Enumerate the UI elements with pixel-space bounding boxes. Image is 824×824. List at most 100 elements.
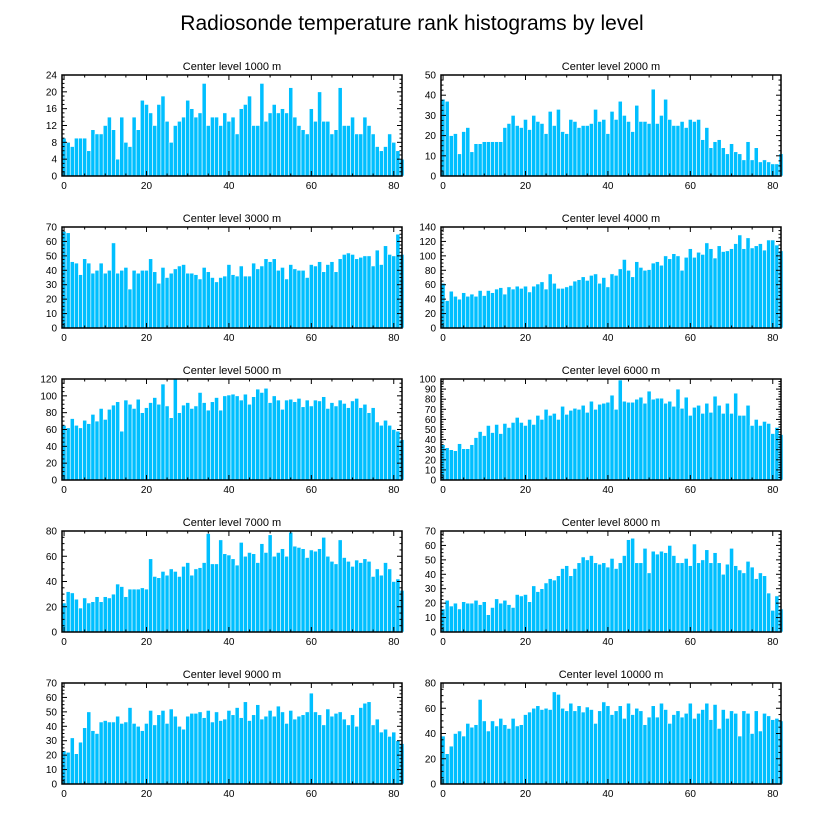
panel-title: Center level 4000 m — [562, 213, 660, 225]
bar — [230, 393, 236, 481]
bar — [634, 105, 640, 177]
bar — [630, 714, 635, 785]
bar — [716, 728, 722, 785]
bar — [539, 588, 545, 633]
bar — [543, 288, 549, 329]
bar — [102, 419, 108, 481]
bar — [325, 264, 331, 329]
x-tick-label: 0 — [440, 789, 446, 800]
bar — [267, 534, 273, 633]
bar — [288, 264, 294, 329]
bar — [362, 403, 368, 481]
bar — [358, 562, 364, 633]
bar — [370, 407, 376, 481]
bar — [576, 127, 582, 177]
bar — [655, 261, 660, 329]
bar — [230, 714, 236, 785]
bar — [148, 258, 153, 329]
bar — [354, 725, 360, 785]
bar — [580, 276, 586, 329]
y-tick-label: 20 — [46, 751, 58, 762]
bar — [164, 574, 170, 633]
bar — [576, 408, 582, 481]
bar — [251, 396, 256, 481]
bar — [564, 414, 570, 481]
panel-title: Center level 3000 m — [183, 213, 281, 225]
figure-title: Radiosonde temperature rank histograms b… — [180, 12, 643, 35]
bar — [152, 397, 158, 481]
bar — [655, 716, 660, 785]
bar — [94, 733, 100, 785]
bar — [135, 272, 141, 329]
bar — [226, 710, 232, 785]
bar — [687, 415, 693, 481]
bar — [564, 133, 570, 177]
bar — [115, 158, 120, 177]
bar — [251, 262, 256, 329]
bar — [276, 112, 281, 177]
x-tick-label: 40 — [223, 333, 235, 344]
bar — [696, 712, 701, 785]
bar — [255, 562, 261, 633]
bar — [514, 417, 520, 481]
bar — [486, 290, 491, 329]
bar — [337, 399, 343, 481]
x-tick-label: 0 — [440, 333, 446, 344]
bar — [271, 715, 277, 785]
bar — [465, 127, 471, 177]
bar — [609, 273, 615, 329]
bar — [692, 718, 697, 785]
bar — [255, 388, 261, 481]
y-tick-label: 60 — [46, 552, 58, 563]
x-tick-label: 60 — [306, 485, 318, 496]
x-tick-label: 40 — [223, 637, 235, 648]
x-tick-label: 60 — [685, 333, 697, 344]
bar — [758, 243, 763, 329]
bar — [144, 407, 149, 481]
bar — [276, 552, 281, 633]
bar — [263, 120, 269, 177]
bar — [457, 298, 462, 329]
bar — [296, 547, 302, 633]
bar — [556, 288, 561, 329]
bar — [284, 399, 289, 481]
bar — [86, 150, 92, 177]
bar — [687, 702, 693, 785]
bar — [391, 255, 397, 329]
bar — [675, 125, 681, 177]
bar — [276, 705, 281, 785]
y-tick-label: 40 — [46, 442, 58, 453]
bar — [391, 142, 397, 177]
bar — [539, 709, 545, 785]
bar — [172, 268, 178, 329]
bar — [127, 588, 133, 633]
bar — [506, 123, 512, 177]
bar — [609, 714, 615, 785]
bar — [317, 548, 322, 633]
bar — [127, 403, 133, 481]
bar — [152, 576, 158, 633]
bar — [280, 267, 285, 329]
bar — [535, 415, 541, 481]
bar — [490, 432, 495, 481]
bar — [745, 560, 751, 633]
bar — [210, 401, 215, 481]
bar — [300, 548, 306, 633]
bar — [502, 293, 508, 329]
bar — [168, 142, 174, 177]
bar — [741, 248, 747, 329]
bar — [531, 707, 537, 785]
panel-6: Center level 6000 m010203040506070809010… — [419, 365, 784, 496]
bar — [98, 262, 104, 329]
bar — [457, 730, 462, 785]
bar — [366, 560, 372, 633]
bar — [123, 399, 129, 481]
panel-8: Center level 8000 m 0 10 20 30 40 50 60 70 0 20 40 6… — [425, 517, 784, 648]
bar — [350, 566, 355, 633]
bar — [650, 88, 656, 177]
bar — [646, 716, 652, 785]
bar — [131, 408, 137, 481]
bar — [494, 141, 499, 177]
bar — [271, 395, 277, 481]
